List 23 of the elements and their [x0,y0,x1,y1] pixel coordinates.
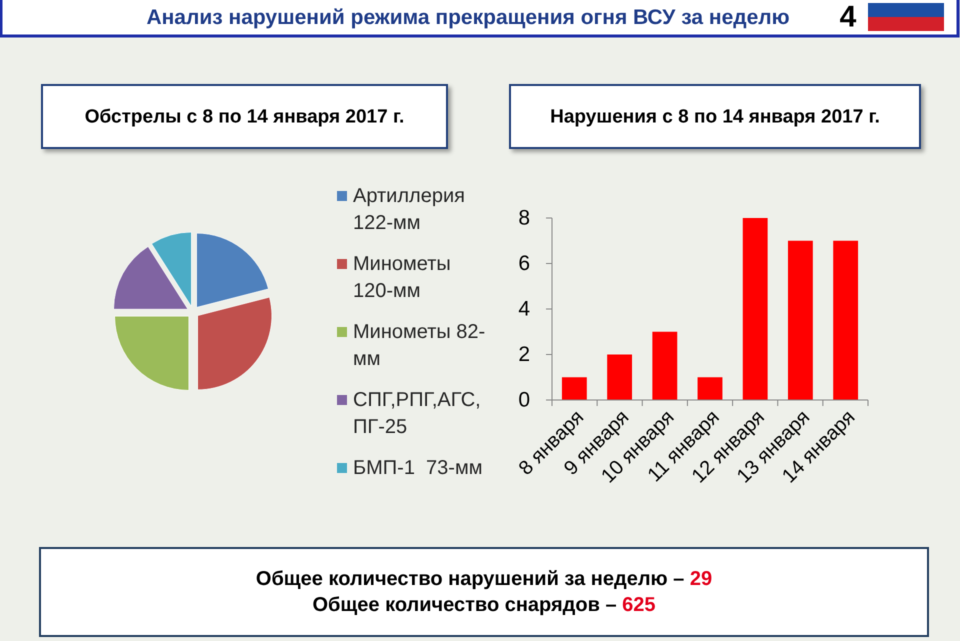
legend-label: СПГ,РПГ,АГС, ПГ-25 [353,389,481,438]
text: Общее количество снарядов – 625 [312,594,656,616]
legend-label: БМП-1 73-мм [353,457,482,479]
bar [652,332,678,400]
bar [562,377,587,400]
legend-label: Артиллерия 122-мм [353,185,465,234]
y-tick-label: 8 [518,206,530,230]
bar [607,354,632,400]
bar [833,240,858,400]
text: 4 [840,0,857,34]
y-tick-label: 0 [518,388,530,412]
y-tick-label: 6 [518,252,530,275]
bar [698,377,722,400]
legend-label: Минометы 82-мм [353,321,486,370]
chart-title: Нарушения с 8 по 14 января 2017 г. [550,106,880,127]
y-tick-label: 4 [518,298,530,320]
chart-title: Обстрелы с 8 по 14 января 2017 г. [84,106,404,127]
text: Анализ нарушений режима прекращения огня ВСУ за неделю [146,6,790,28]
legend-label: Минометы 120-мм [353,253,451,302]
bar [742,218,768,400]
text: Общее количество нарушений за неделю – 29 [256,568,712,590]
y-tick-label: 2 [518,343,530,366]
bar [788,240,813,400]
